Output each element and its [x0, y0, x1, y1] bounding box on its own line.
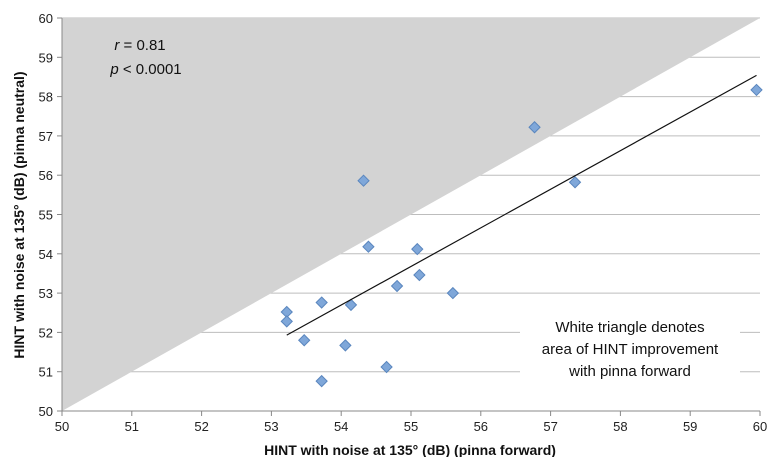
r-symbol: r — [114, 37, 120, 54]
data-point — [339, 339, 352, 352]
x-tick-label: 50 — [55, 419, 69, 434]
data-point — [315, 296, 328, 309]
y-tick-labels: 50 51 52 53 54 55 56 57 58 59 60 — [39, 11, 62, 419]
note-line-1: White triangle denotes — [555, 319, 704, 336]
p-annotation: p < 0.0001 — [109, 61, 181, 78]
regression-line — [286, 74, 757, 336]
y-axis-title: HINT with noise at 135° (dB) (pinna neut… — [11, 71, 27, 358]
data-points — [280, 83, 763, 388]
x-tick-label: 59 — [683, 419, 697, 434]
y-tick-label: 57 — [39, 129, 53, 144]
x-tick-label: 57 — [543, 419, 557, 434]
note-line-3: with pinna forward — [568, 363, 691, 380]
y-tick-label: 56 — [39, 168, 53, 183]
y-tick-label: 52 — [39, 325, 53, 340]
data-point — [390, 279, 404, 293]
x-axis-title: HINT with noise at 135° (dB) (pinna forw… — [264, 442, 556, 457]
x-tick-label: 53 — [264, 419, 278, 434]
y-tick-label: 54 — [39, 247, 53, 262]
r-value: = 0.81 — [119, 37, 165, 54]
data-point — [750, 83, 763, 97]
data-point — [411, 242, 424, 256]
p-symbol: p — [109, 61, 118, 78]
data-point — [357, 174, 370, 187]
x-tick-label: 51 — [125, 419, 139, 434]
y-tick-label: 51 — [39, 365, 53, 380]
data-point — [315, 374, 328, 388]
y-tick-label: 53 — [39, 286, 53, 301]
data-point — [280, 315, 293, 328]
data-point — [568, 176, 582, 189]
note-box — [520, 312, 740, 380]
y-tick-label: 55 — [39, 208, 53, 223]
y-tick-label: 59 — [39, 50, 53, 65]
y-tick-label: 60 — [39, 11, 53, 26]
x-tick-label: 56 — [474, 419, 488, 434]
y-tick-label: 50 — [39, 404, 53, 419]
y-tick-label: 58 — [39, 90, 53, 105]
x-tick-label: 55 — [404, 419, 418, 434]
data-point — [362, 240, 375, 253]
data-point — [344, 298, 358, 312]
p-value: < 0.0001 — [119, 61, 182, 78]
x-tick-labels: 50 51 52 53 54 55 56 57 58 59 60 — [55, 411, 767, 434]
x-tick-label: 54 — [334, 419, 348, 434]
data-point — [528, 121, 541, 134]
shaded-region — [62, 18, 760, 411]
x-tick-label: 58 — [613, 419, 627, 434]
r-annotation: r = 0.81 — [114, 37, 165, 54]
data-point — [380, 360, 393, 374]
data-point — [413, 268, 426, 282]
data-point — [297, 334, 311, 347]
note-line-2: area of HINT improvement — [542, 341, 719, 358]
stats-box — [92, 28, 188, 80]
data-point — [446, 286, 460, 300]
x-tick-label: 60 — [753, 419, 767, 434]
x-tick-label: 52 — [194, 419, 208, 434]
